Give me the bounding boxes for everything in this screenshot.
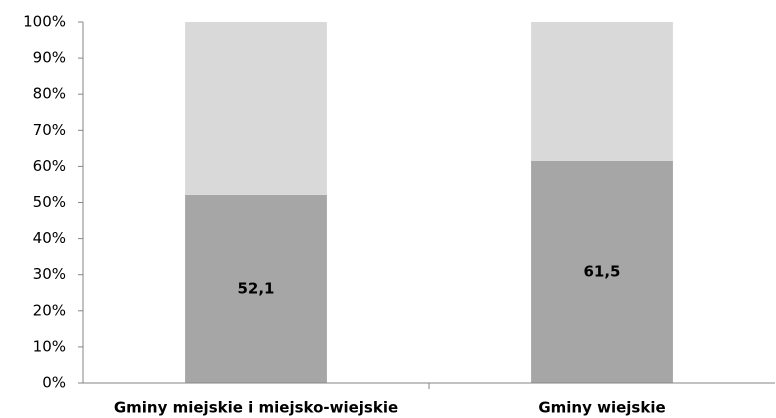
y-tick-label: 40% [33,229,66,247]
y-tick-label: 60% [33,157,66,175]
y-tick-label: 30% [33,265,66,283]
y-tick-label: 10% [33,337,66,355]
bar-segment [185,22,327,195]
data-label: 52,1 [237,279,274,297]
y-tick-label: 100% [23,13,66,31]
x-tick-label: Gminy wiejskie [538,399,665,417]
data-label: 61,5 [583,262,620,280]
bar-segment [531,22,673,161]
y-tick-label: 0% [42,374,66,392]
x-tick-label: Gminy miejskie i miejsko-wiejskie [114,399,398,417]
y-tick-label: 90% [33,49,66,67]
y-tick-label: 80% [33,85,66,103]
bar-segment [185,194,327,383]
y-tick-label: 70% [33,121,66,139]
bar-segment [531,160,673,383]
y-tick-label: 20% [33,301,66,319]
y-tick-label: 50% [33,193,66,211]
